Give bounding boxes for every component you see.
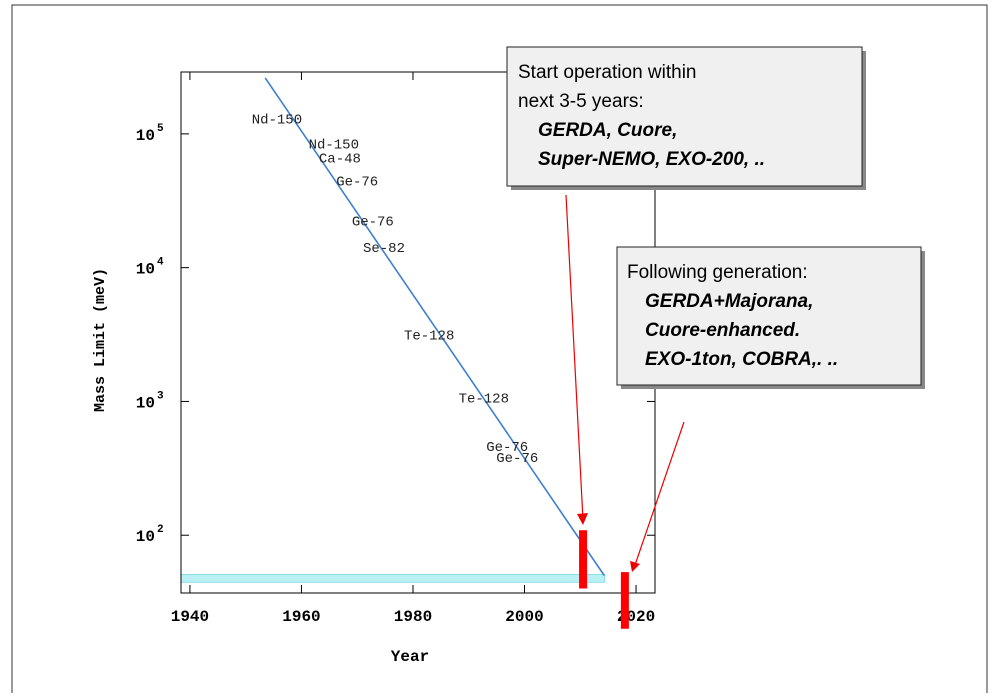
y-tick-label: 10 [136, 528, 155, 546]
arrow [634, 421, 685, 566]
note-item: GERDA+Majorana, [645, 291, 813, 312]
note-item: Cuore-enhanced. [645, 320, 800, 341]
note-line: Following generation: [627, 262, 808, 283]
annotation-box: Start operation within next 3-5 years: G… [506, 46, 866, 190]
tick-base: 10 [136, 395, 155, 413]
y-tick-label: 10 [136, 127, 155, 145]
point-label: Ge-76 [336, 174, 378, 190]
point-label: Ge-76 [352, 215, 394, 231]
tick-base: 10 [136, 127, 155, 145]
annotation-box: Following generation: GERDA+Majorana, Cu… [616, 246, 925, 389]
arrow [565, 194, 584, 521]
x-axis-label: Year [391, 648, 429, 666]
point-label: Ca-48 [319, 152, 361, 168]
note-line: Start operation within [518, 62, 697, 83]
point-label: Te-128 [459, 391, 509, 407]
tick-exponent: 5 [157, 123, 164, 135]
arrowhead [577, 513, 588, 525]
y-axis-label: Mass Limit (meV) [92, 268, 109, 412]
note-item: Super-NEMO, EXO-200, .. [538, 149, 765, 170]
point-label: Ge-76 [486, 440, 528, 456]
x-tick-label: 1940 [171, 608, 209, 626]
point-label: Se-82 [363, 241, 405, 257]
band [180, 573, 606, 583]
x-tick-label: 1960 [282, 608, 320, 626]
red-bar [620, 572, 629, 629]
tick-exponent: 4 [157, 257, 164, 269]
x-tick-label: 1980 [394, 608, 432, 626]
tick-exponent: 3 [157, 390, 164, 402]
box [616, 246, 922, 386]
note-line: next 3-5 years: [518, 91, 644, 112]
note-item: GERDA, Cuore, [538, 120, 677, 141]
arrowhead [630, 561, 640, 572]
red-bar [579, 530, 588, 589]
box [506, 46, 863, 187]
point-label: Te-128 [404, 328, 454, 344]
y-tick-label: 10 [136, 395, 155, 413]
tick-base: 10 [136, 528, 155, 546]
point-label: Nd-150 [252, 113, 302, 129]
trend-line [264, 77, 605, 576]
note-item: EXO-1ton, COBRA,. .. [645, 349, 838, 370]
y-tick-label: 10 [136, 261, 155, 279]
x-tick-label: 2000 [505, 608, 543, 626]
tick-base: 10 [136, 261, 155, 279]
point-label: Ge-76 [496, 451, 538, 467]
tick-exponent: 2 [157, 524, 164, 536]
point-label: Nd-150 [309, 137, 359, 153]
